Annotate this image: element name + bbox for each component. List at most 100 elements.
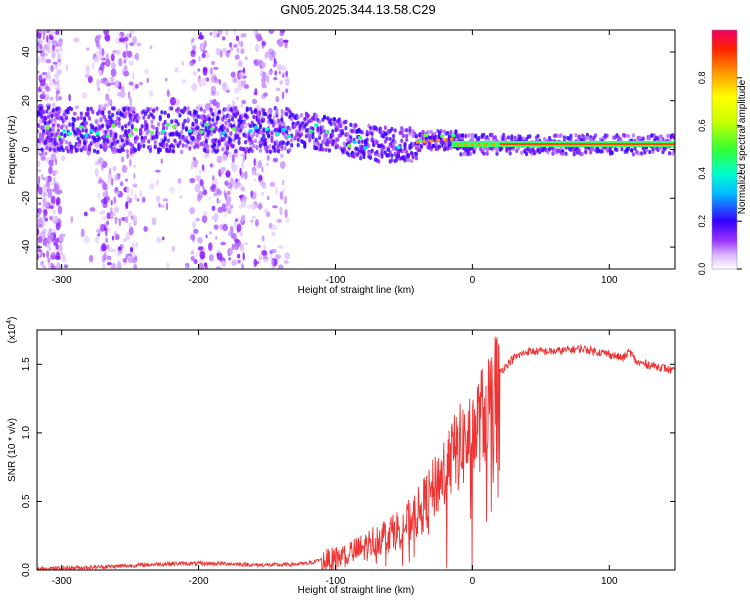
spectrogram-peak-cell [45, 125, 51, 130]
spectrogram-noise-cell [94, 168, 99, 177]
spectrogram-noise-cell [257, 203, 263, 210]
spectrogram-band-cell [263, 137, 267, 143]
spectrogram-band-cell [401, 127, 405, 133]
spectrogram-noise-cell [128, 210, 133, 218]
spectrogram-noise-cell [271, 231, 276, 237]
colorbar-gradient [711, 29, 738, 270]
spectrogram-ytick-label: -40 [21, 239, 32, 254]
spectrogram-noise-cell [229, 230, 234, 234]
spectrogram-band-cell [276, 144, 281, 149]
spectrogram-xtick-label: -300 [52, 275, 72, 286]
spectrogram-band-cell [148, 144, 152, 150]
spectrogram-band-cell [393, 128, 397, 133]
spectrogram-band-cell [196, 140, 200, 145]
spectrogram-peak-cell [133, 127, 138, 132]
spectrogram-noise-cell [49, 239, 52, 246]
snr-ytick-label: 0.0 [21, 563, 32, 577]
spectrogram-noise-cell [55, 222, 61, 231]
spectrogram-band-cell [69, 144, 74, 149]
spectrogram-noise-cell [236, 47, 240, 54]
spectrogram-noise-cell [284, 209, 288, 218]
spectrogram-band-cell [181, 125, 185, 130]
spectrogram-noise-cell [42, 264, 47, 269]
spectrogram-band-cell [434, 141, 438, 146]
spectrogram-noise-cell [227, 182, 233, 189]
snr-ytick-label: 0.5 [21, 494, 32, 508]
spectrogram-band-cell [270, 138, 274, 144]
spectrogram-band-cell [43, 139, 47, 145]
spectrogram-noise-cell [131, 215, 138, 223]
spectrogram-band-cell [620, 146, 624, 152]
spectrogram-noise-cell [55, 30, 60, 35]
spectrogram-xtick-label: -200 [189, 275, 209, 286]
spectrogram-noise-cell [38, 175, 41, 185]
colorbar-ticks: 0.0 0.2 0.4 0.6 0.8 [697, 72, 742, 275]
spectrogram-peak-cell [423, 133, 429, 138]
spectrogram-band-cell [585, 136, 589, 141]
spectrogram-noise-cell [179, 195, 183, 199]
spectrogram-xlabel: Height of straight line (km) [298, 285, 415, 296]
spectrogram-band-cell [290, 138, 294, 143]
spectrogram-band-cell [359, 155, 363, 161]
spectrogram-noise-cell [110, 199, 113, 206]
spectrogram-noise-cell [191, 37, 195, 43]
spectrogram-noise-cell [149, 182, 155, 190]
spectrogram-noise-cell [225, 170, 231, 178]
spectrogram-band-cell [285, 112, 289, 117]
spectrogram-noise-cell [60, 250, 63, 257]
spectrogram-peak-cell [149, 130, 155, 135]
spectrogram-ytick-label: 0 [21, 146, 32, 152]
spectrogram-peak-cell [56, 134, 62, 139]
spectrogram-xtick-label: 100 [601, 275, 618, 286]
spectrogram-noise-cell [109, 167, 112, 175]
spectrogram-peak-cell [264, 127, 270, 131]
spectrogram-peak-cell [199, 130, 204, 134]
spectrogram-noise-cell [119, 90, 126, 98]
spectrogram-noise-cell [282, 39, 289, 43]
spectrogram-noise-cell [47, 41, 54, 46]
spectrogram-noise-cell [100, 198, 107, 205]
spectrogram-band-cell [74, 131, 79, 136]
spectrogram-noise-cell [216, 155, 223, 164]
spectrogram-band-cell [181, 122, 185, 127]
spectrogram-noise-cell [143, 226, 148, 232]
spectrogram-band-cell [127, 128, 131, 134]
spectrogram-band-cell [474, 134, 478, 139]
spectrogram-band-cell [349, 135, 353, 140]
spectrogram-band-cell [188, 110, 192, 115]
spectrogram-noise-cell [41, 71, 48, 76]
spectrogram-band-cell [405, 149, 409, 155]
spectrogram-noise-cell [101, 243, 107, 252]
spectrogram-band-cell [240, 113, 244, 119]
spectrogram-band-cell [378, 129, 382, 135]
spectrogram-noise-cell [160, 158, 163, 164]
spectrogram-noise-cell [156, 179, 160, 187]
spectrogram-noise-cell [197, 246, 204, 251]
spectrogram-noise-cell [38, 30, 43, 34]
spectrogram-noise-cell [274, 186, 278, 196]
spectrogram-band-cell [262, 133, 266, 139]
spectrogram-ridge-dot [436, 138, 441, 142]
spectrogram-band-cell [626, 133, 631, 139]
spectrogram-noise-cell [128, 253, 132, 257]
spectrogram-band-cell [183, 107, 187, 112]
spectrogram-noise-cell [205, 234, 208, 239]
spectrogram-noise-cell [70, 215, 74, 224]
spectrogram-band-cell [178, 140, 182, 145]
spectrogram-noise-cell [244, 242, 248, 246]
spectrogram-band-cell [485, 151, 489, 156]
spectrogram-band-cell [143, 135, 148, 140]
spectrogram-noise-cell [40, 85, 46, 90]
spectrogram-noise-cell [226, 190, 231, 196]
spectrogram-noise-cell [97, 180, 100, 184]
spectrogram-noise-cell [261, 40, 267, 47]
spectrogram-band-cell [148, 106, 152, 112]
spectrogram-band-cell [41, 128, 46, 134]
spectrogram-noise-cell [52, 215, 56, 223]
spectrogram-band-cell [258, 143, 263, 149]
spectrogram-ridge-dot [484, 143, 489, 147]
spectrogram-noise-cell [224, 180, 229, 186]
spectrogram-band-cell [382, 144, 386, 150]
spectrogram-band-cell [51, 123, 56, 128]
spectrogram-noise-cell [174, 98, 180, 107]
